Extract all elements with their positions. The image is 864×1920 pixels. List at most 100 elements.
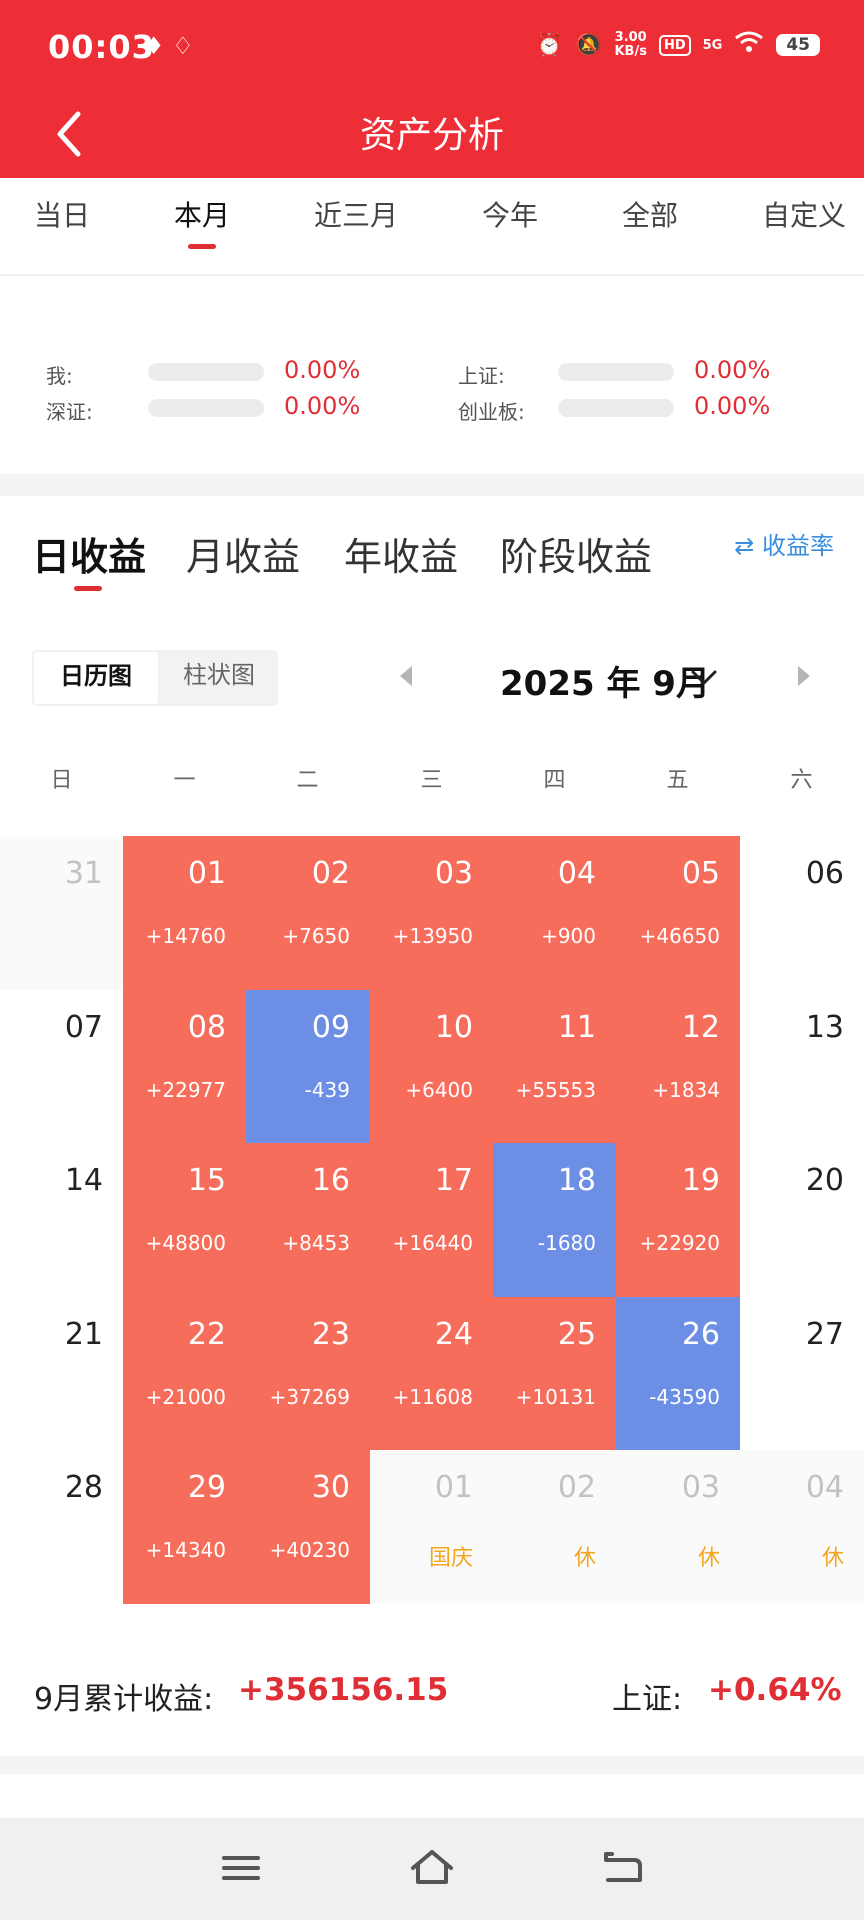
home-icon[interactable] (407, 1846, 457, 1890)
calendar-day-cell[interactable]: 18 -1680 (493, 1143, 616, 1297)
monthly-summary: 9月累计收益: +356156.15 上证: +0.64% (0, 1670, 864, 1720)
compare-label-me: 我: (46, 364, 73, 388)
day-earnings: +46650 (639, 924, 720, 948)
back-arrow-icon (57, 111, 81, 157)
calendar-day-cell[interactable]: 21 (0, 1297, 123, 1451)
tab-monthly-earnings[interactable]: 月收益 (186, 535, 301, 579)
day-number: 29 (187, 1470, 226, 1505)
monthly-total-label: 9月累计收益: (34, 1682, 214, 1717)
calendar-day-cell[interactable]: 25 +10131 (493, 1297, 616, 1451)
calendar-day-cell[interactable]: 01 +14760 (123, 836, 246, 990)
day-number: 03 (434, 856, 473, 891)
calendar-day-cell[interactable]: 10 +6400 (370, 990, 493, 1144)
day-number: 24 (434, 1317, 473, 1352)
day-number: 01 (187, 856, 226, 891)
calendar-day-cell[interactable]: 11 +55553 (493, 990, 616, 1144)
day-earnings: +10131 (515, 1385, 596, 1409)
calendar-view-button[interactable]: 日历图 (34, 652, 158, 704)
calendar-day-cell[interactable]: 23 +37269 (246, 1297, 370, 1451)
day-number: 12 (681, 1010, 720, 1045)
day-number: 16 (311, 1163, 350, 1198)
prev-month-icon[interactable] (400, 666, 412, 686)
day-number: 21 (64, 1317, 103, 1352)
calendar-day-cell[interactable]: 12 +1834 (616, 990, 740, 1144)
next-month-icon[interactable] (798, 666, 810, 686)
calendar-day-cell[interactable]: 28 (0, 1450, 123, 1604)
monthly-total-value: +356156.15 (238, 1672, 449, 1708)
day-number: 20 (805, 1163, 844, 1198)
tab-all[interactable]: 全部 (622, 199, 679, 232)
calendar-day-cell[interactable]: 03 休 (616, 1450, 740, 1604)
calendar-day-cell[interactable]: 17 +16440 (370, 1143, 493, 1297)
calendar-day-cell[interactable]: 31 (0, 836, 123, 990)
day-number: 13 (805, 1010, 844, 1045)
calendar-day-cell[interactable]: 02 +7650 (246, 836, 370, 990)
calendar-day-cell[interactable]: 09 -439 (246, 990, 370, 1144)
calendar-day-cell[interactable]: 07 (0, 990, 123, 1144)
tab-period-earnings[interactable]: 阶段收益 (500, 535, 653, 579)
calendar-day-cell[interactable]: 04 +900 (493, 836, 616, 990)
day-number: 26 (681, 1317, 720, 1352)
tab-custom[interactable]: 自定义 (762, 199, 847, 232)
menu-icon[interactable] (216, 1846, 266, 1890)
calendar-day-cell[interactable]: 08 +22977 (123, 990, 246, 1144)
weekday-sat: 六 (790, 768, 813, 793)
compare-value-chinext: 0.00% (694, 392, 771, 420)
earnings-calendar: 31 01 +14760 02 +7650 03 +13950 04 +900 05 +46650 0… (0, 836, 864, 1604)
tab-this-year[interactable]: 今年 (482, 199, 539, 232)
wifi-icon (734, 30, 764, 60)
return-rate-toggle[interactable]: ⇄ 收益率 (734, 532, 834, 560)
calendar-day-cell[interactable]: 30 +40230 (246, 1450, 370, 1604)
section-divider (0, 474, 864, 496)
chevron-down-icon[interactable] (690, 668, 718, 688)
tab-three-months[interactable]: 近三月 (314, 199, 399, 232)
compare-label-chinext: 创业板: (458, 400, 525, 424)
status-time: 00:03 (48, 28, 155, 66)
tab-today[interactable]: 当日 (34, 199, 91, 232)
weekday-sun: 日 (50, 768, 73, 793)
holiday-label: 休 (821, 1546, 844, 1571)
bar-view-button[interactable]: 柱状图 (183, 661, 255, 689)
calendar-day-cell[interactable]: 04 休 (740, 1450, 864, 1604)
day-earnings: +21000 (145, 1385, 226, 1409)
day-number: 05 (681, 856, 720, 891)
day-number: 27 (805, 1317, 844, 1352)
calendar-day-cell[interactable]: 15 +48800 (123, 1143, 246, 1297)
calendar-day-cell[interactable]: 13 (740, 990, 864, 1144)
day-earnings: +22920 (639, 1231, 720, 1255)
back-nav-icon[interactable] (598, 1846, 648, 1890)
calendar-day-cell[interactable]: 01 国庆 (370, 1450, 493, 1604)
day-number: 09 (311, 1010, 350, 1045)
day-earnings: +14340 (145, 1538, 226, 1562)
tab-yearly-earnings[interactable]: 年收益 (344, 535, 459, 579)
day-earnings: -43590 (649, 1385, 720, 1409)
day-number: 11 (557, 1010, 596, 1045)
day-number: 01 (434, 1470, 473, 1505)
calendar-day-cell[interactable]: 26 -43590 (616, 1297, 740, 1451)
period-tabs: 当日 本月 近三月 今年 全部 自定义 (0, 178, 864, 276)
calendar-day-cell[interactable]: 20 (740, 1143, 864, 1297)
compare-bar-chinext (558, 399, 674, 417)
calendar-day-cell[interactable]: 16 +8453 (246, 1143, 370, 1297)
day-earnings: +11608 (392, 1385, 473, 1409)
calendar-day-cell[interactable]: 03 +13950 (370, 836, 493, 990)
calendar-day-cell[interactable]: 24 +11608 (370, 1297, 493, 1451)
compare-bar-me (148, 363, 264, 381)
weekday-mon: 一 (173, 768, 196, 793)
calendar-day-cell[interactable]: 22 +21000 (123, 1297, 246, 1451)
day-number: 07 (64, 1010, 103, 1045)
day-number: 25 (557, 1317, 596, 1352)
calendar-day-cell[interactable]: 19 +22920 (616, 1143, 740, 1297)
day-earnings: -439 (304, 1078, 350, 1102)
tab-this-month[interactable]: 本月 (174, 199, 231, 232)
calendar-day-cell[interactable]: 06 (740, 836, 864, 990)
calendar-day-cell[interactable]: 05 +46650 (616, 836, 740, 990)
calendar-day-cell[interactable]: 02 休 (493, 1450, 616, 1604)
calendar-day-cell[interactable]: 14 (0, 1143, 123, 1297)
calendar-day-cell[interactable]: 29 +14340 (123, 1450, 246, 1604)
month-selector[interactable]: 2025 年 9月 (500, 664, 710, 704)
back-button[interactable] (44, 102, 104, 162)
day-earnings: +48800 (145, 1231, 226, 1255)
tab-daily-earnings[interactable]: 日收益 (32, 535, 147, 579)
calendar-day-cell[interactable]: 27 (740, 1297, 864, 1451)
